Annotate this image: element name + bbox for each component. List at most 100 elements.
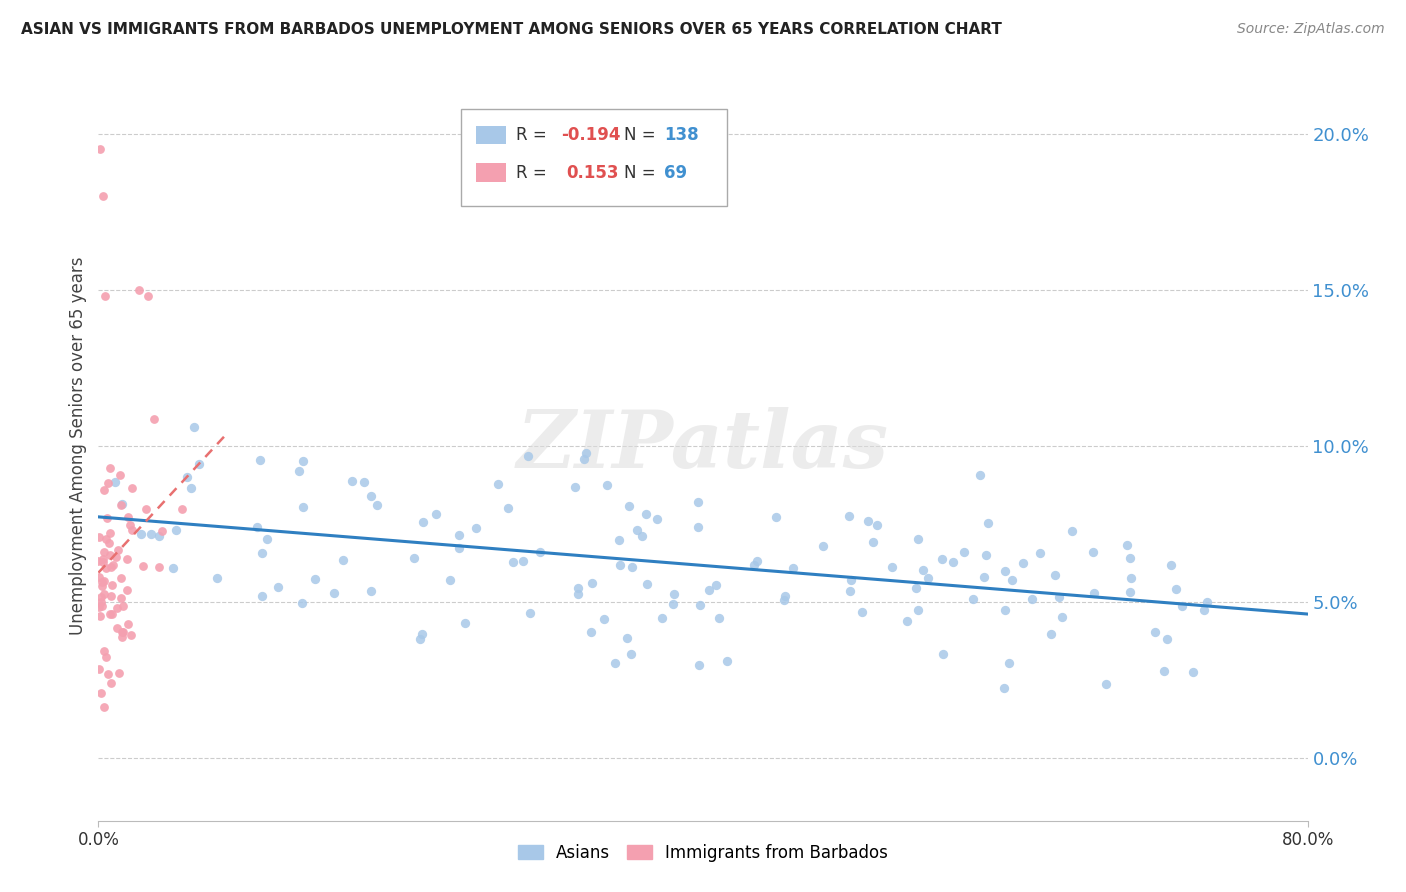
Point xyxy=(1011,556,1033,570)
Point xyxy=(882,560,904,574)
Point xyxy=(519,606,541,620)
Point xyxy=(745,554,768,568)
Point xyxy=(135,502,157,516)
Point xyxy=(661,597,683,611)
Point xyxy=(87,530,110,544)
Point xyxy=(93,556,115,570)
Point xyxy=(630,529,652,543)
Point xyxy=(256,532,278,546)
Point xyxy=(183,419,205,434)
Point xyxy=(811,539,834,553)
Point xyxy=(1144,624,1167,639)
Point xyxy=(498,501,520,516)
Point xyxy=(287,464,309,478)
Point xyxy=(896,615,918,629)
Point xyxy=(117,509,139,524)
Text: -0.194: -0.194 xyxy=(561,126,621,144)
Point xyxy=(609,558,631,572)
Point xyxy=(607,533,630,547)
Point xyxy=(142,412,165,426)
Point xyxy=(953,544,976,558)
Point xyxy=(1052,609,1074,624)
Point xyxy=(564,480,586,494)
Point xyxy=(89,600,111,615)
Point xyxy=(323,586,346,600)
FancyBboxPatch shape xyxy=(461,109,727,206)
Point xyxy=(292,500,315,515)
Point xyxy=(107,542,129,557)
Point xyxy=(340,475,363,489)
Text: 69: 69 xyxy=(664,163,688,181)
Point xyxy=(409,632,432,646)
Point xyxy=(304,572,326,586)
Point xyxy=(121,523,143,537)
Point xyxy=(332,553,354,567)
Point xyxy=(620,560,643,574)
Point xyxy=(1192,603,1215,617)
Point xyxy=(567,587,589,601)
Point xyxy=(93,483,115,498)
Point xyxy=(402,551,425,566)
Point xyxy=(115,552,138,566)
Point xyxy=(111,630,134,644)
Point xyxy=(998,657,1021,671)
Point xyxy=(742,558,765,572)
Point xyxy=(110,591,132,606)
Text: 138: 138 xyxy=(664,126,699,144)
Legend: Asians, Immigrants from Barbados: Asians, Immigrants from Barbados xyxy=(512,838,894,869)
Point xyxy=(360,584,382,599)
Point xyxy=(1001,573,1024,587)
Point xyxy=(98,536,121,550)
Point xyxy=(1021,592,1043,607)
Point xyxy=(1043,567,1066,582)
Point xyxy=(1039,627,1062,641)
Point xyxy=(187,457,209,471)
Point xyxy=(246,520,269,534)
Text: R =: R = xyxy=(516,126,551,144)
Text: N =: N = xyxy=(624,126,661,144)
Point xyxy=(439,574,461,588)
Point xyxy=(353,475,375,489)
Text: 0.153: 0.153 xyxy=(567,163,619,181)
Point xyxy=(529,545,551,559)
Point xyxy=(516,449,538,463)
Point xyxy=(688,495,710,509)
Point xyxy=(866,518,889,533)
Point xyxy=(1166,582,1188,597)
Point xyxy=(616,631,638,645)
Point xyxy=(110,498,132,512)
Point xyxy=(87,662,110,676)
Point xyxy=(87,554,110,568)
Point xyxy=(575,446,598,460)
Point xyxy=(162,560,184,574)
Bar xyxy=(475,163,506,182)
Point xyxy=(1181,665,1204,680)
Point xyxy=(620,647,643,661)
Point xyxy=(1116,537,1139,551)
Point xyxy=(108,468,131,483)
Point xyxy=(148,560,170,574)
Point xyxy=(115,582,138,597)
Point xyxy=(593,612,616,626)
Text: ASIAN VS IMMIGRANTS FROM BARBADOS UNEMPLOYMENT AMONG SENIORS OVER 65 YEARS CORRE: ASIAN VS IMMIGRANTS FROM BARBADOS UNEMPL… xyxy=(21,22,1002,37)
Point xyxy=(969,467,991,482)
Point xyxy=(90,579,112,593)
Point xyxy=(98,549,121,563)
Point xyxy=(686,520,709,534)
Point xyxy=(974,548,997,562)
Point xyxy=(688,657,710,672)
Point xyxy=(89,609,111,624)
Point xyxy=(90,590,112,604)
Point xyxy=(634,507,657,521)
Point xyxy=(98,461,121,475)
Point xyxy=(291,454,314,468)
Point xyxy=(91,552,114,566)
Point xyxy=(716,654,738,668)
Point xyxy=(572,452,595,467)
Point xyxy=(105,550,128,565)
Point xyxy=(93,586,115,600)
Point xyxy=(205,571,228,585)
Point xyxy=(101,578,124,592)
Point xyxy=(111,625,134,640)
Point xyxy=(911,563,934,577)
